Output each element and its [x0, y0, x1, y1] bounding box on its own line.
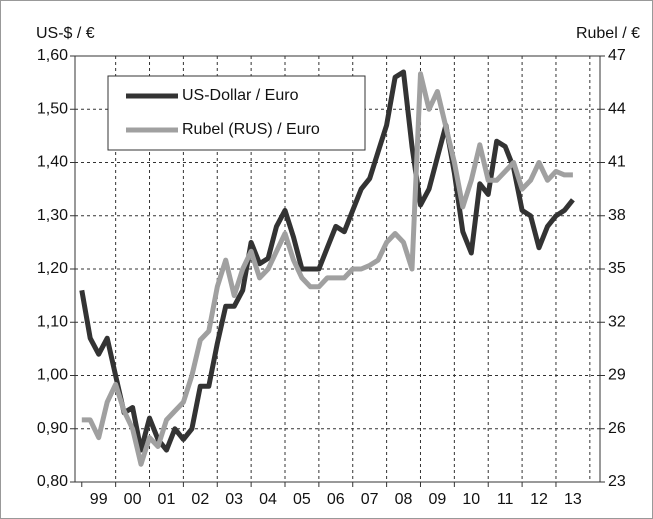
- y-tick-label: 1,10: [37, 313, 68, 330]
- y-axis-label: US-$ / €: [36, 25, 95, 42]
- x-tick-label: 04: [259, 491, 277, 508]
- x-tick-label: 13: [564, 491, 582, 508]
- y2-tick-label: 23: [608, 473, 626, 490]
- y2-axis-label: Rubel / €: [576, 25, 640, 42]
- y2-tick-label: 44: [608, 100, 626, 117]
- y2-tick-label: 38: [608, 207, 626, 224]
- y2-tick-label: 47: [608, 47, 626, 64]
- y-tick-label: 1,20: [37, 260, 68, 277]
- x-tick-label: 06: [327, 491, 345, 508]
- x-tick-label: 07: [361, 491, 379, 508]
- legend-box: [107, 75, 366, 151]
- series-line: [79, 69, 575, 453]
- y-tick-label: 1,50: [37, 100, 68, 117]
- x-tick-label: 12: [530, 491, 548, 508]
- legend-label: US-Dollar / Euro: [182, 87, 299, 104]
- y-tick-label: 0,90: [37, 420, 68, 437]
- x-tick-label: 03: [225, 491, 243, 508]
- x-tick-label: 08: [395, 491, 413, 508]
- y2-tick-label: 29: [608, 367, 626, 384]
- y-tick-label: 1,00: [37, 367, 68, 384]
- x-tick-label: 05: [293, 491, 311, 508]
- y-tick-label: 1,60: [37, 47, 68, 64]
- y-tick-label: 1,30: [37, 207, 68, 224]
- y2-tick-label: 41: [608, 154, 626, 171]
- y2-tick-label: 26: [608, 420, 626, 437]
- y2-tick-label: 32: [608, 313, 626, 330]
- legend-label: Rubel (RUS) / Euro: [182, 121, 320, 138]
- series-line: [81, 71, 573, 467]
- x-tick-label: 10: [462, 491, 480, 508]
- x-tick-label: 00: [124, 491, 142, 508]
- x-tick-label: 09: [429, 491, 447, 508]
- y2-tick-label: 35: [608, 260, 626, 277]
- x-tick-label: 02: [191, 491, 209, 508]
- x-tick-label: 11: [497, 491, 514, 508]
- y-tick-label: 0,80: [37, 473, 68, 490]
- y-tick-label: 1,40: [37, 154, 68, 171]
- x-tick-label: 99: [90, 491, 108, 508]
- x-tick-label: 01: [158, 491, 176, 508]
